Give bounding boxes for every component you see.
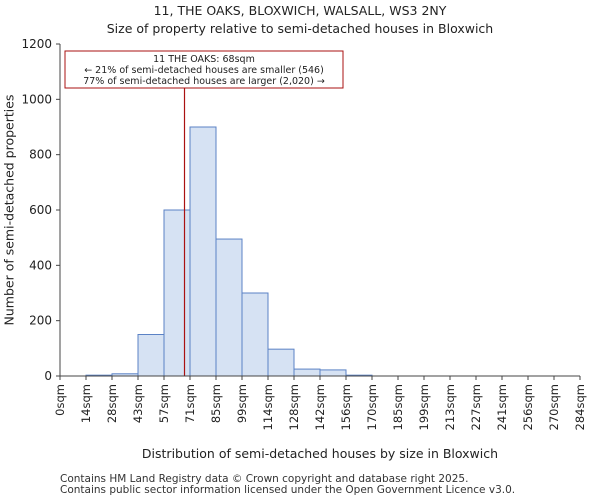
histogram-bar-128sqm xyxy=(293,368,321,377)
x-axis-label: Distribution of semi-detached houses by … xyxy=(141,446,499,461)
y-tick-label: 0 xyxy=(44,369,52,383)
x-tick-label: 185sqm xyxy=(391,384,405,430)
x-tick-label: 199sqm xyxy=(417,384,431,430)
x-tick-label: 142sqm xyxy=(313,384,327,430)
x-tick-label: 170sqm xyxy=(365,384,379,430)
y-tick-label: 800 xyxy=(29,148,52,162)
x-tick-label: 43sqm xyxy=(131,384,145,423)
histogram-bar-57sqm xyxy=(163,209,191,377)
x-tick-label: 227sqm xyxy=(469,384,483,430)
histogram-bar-142sqm xyxy=(319,369,347,377)
annotation-box xyxy=(64,50,344,89)
y-tick-label: 600 xyxy=(29,203,52,217)
x-tick-label: 71sqm xyxy=(183,384,197,423)
histogram-bar-71sqm xyxy=(189,126,217,377)
histogram-bar-85sqm xyxy=(215,238,243,377)
footer-copyright: Contains HM Land Registry data © Crown c… xyxy=(60,473,469,485)
x-tick-label: 156sqm xyxy=(339,384,353,430)
footer-licence: Contains public sector information licen… xyxy=(60,484,516,496)
x-tick-label: 57sqm xyxy=(157,384,171,423)
x-tick-label: 256sqm xyxy=(521,384,535,430)
y-tick-label: 200 xyxy=(29,314,52,328)
histogram-bar-114sqm xyxy=(267,348,295,377)
x-tick-label: 241sqm xyxy=(495,384,509,430)
x-tick-label: 85sqm xyxy=(209,384,223,423)
x-tick-label: 14sqm xyxy=(79,384,93,423)
histogram-bar-43sqm xyxy=(137,334,165,377)
x-tick-label: 114sqm xyxy=(261,384,275,430)
y-tick-label: 1000 xyxy=(21,92,52,106)
histogram-bar-99sqm xyxy=(241,292,269,377)
y-tick-label: 1200 xyxy=(21,37,52,51)
annotation-line-3: 77% of semi-detached houses are larger (… xyxy=(83,76,325,87)
y-axis-label: Number of semi-detached properties xyxy=(1,94,17,326)
chart-subtitle: Size of property relative to semi-detach… xyxy=(106,21,494,36)
x-tick-label: 213sqm xyxy=(443,384,457,430)
x-tick-label: 28sqm xyxy=(105,384,119,423)
chart-title: 11, THE OAKS, BLOXWICH, WALSALL, WS3 2NY xyxy=(153,3,447,18)
annotation-line-1: 11 THE OAKS: 68sqm xyxy=(153,54,255,65)
x-tick-label: 0sqm xyxy=(53,384,67,416)
x-tick-label: 270sqm xyxy=(547,384,561,430)
x-tick-label: 99sqm xyxy=(235,384,249,423)
x-tick-label: 284sqm xyxy=(573,384,587,430)
annotation-line-2: ← 21% of semi-detached houses are smalle… xyxy=(84,65,324,76)
y-tick-label: 400 xyxy=(29,258,52,272)
x-tick-label: 128sqm xyxy=(287,384,301,430)
